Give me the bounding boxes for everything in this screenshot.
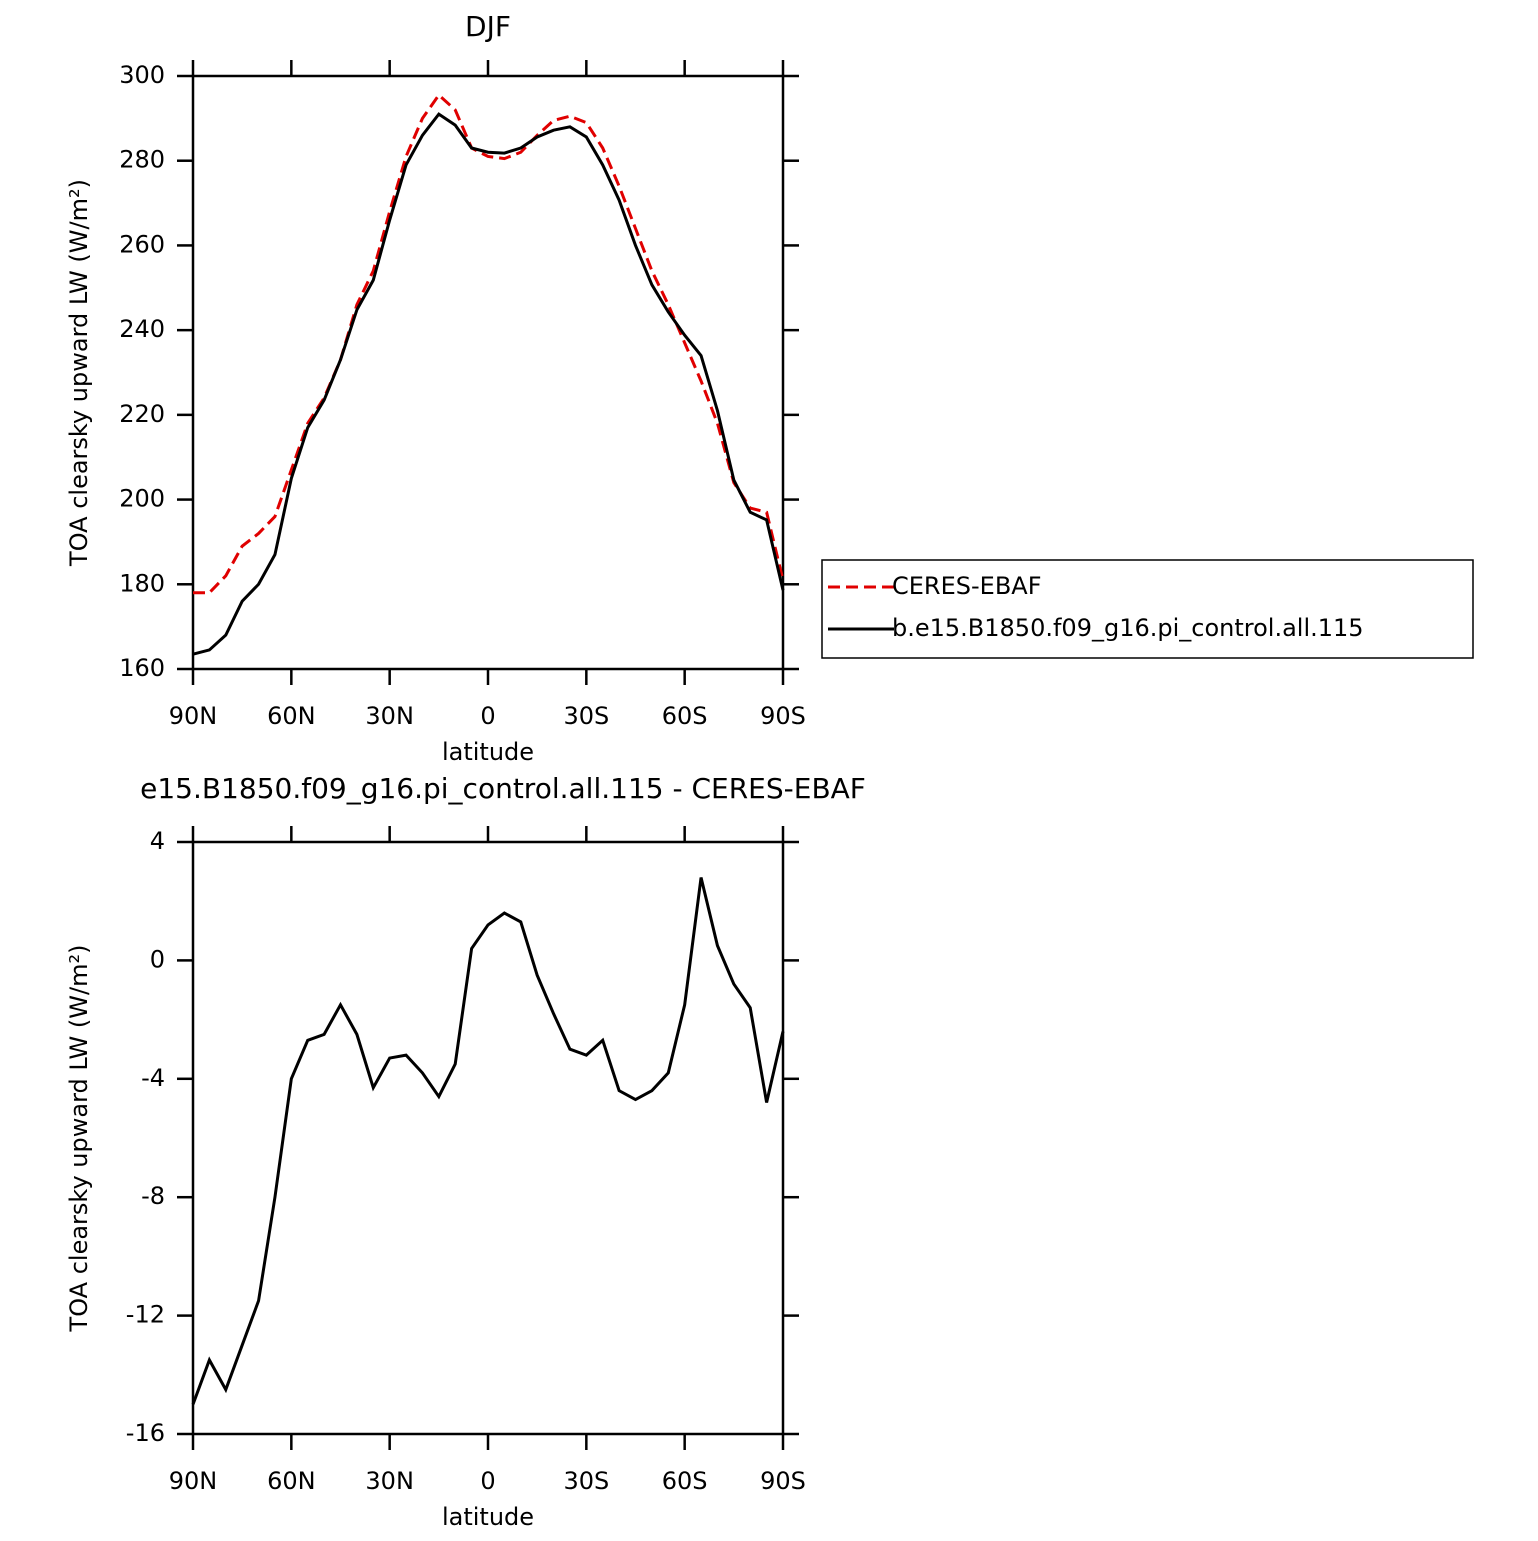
x-axis-label: latitude — [442, 1503, 534, 1531]
y-tick-label: 0 — [150, 945, 165, 973]
y-tick-label: 180 — [119, 569, 165, 597]
plot-frame — [191, 74, 785, 671]
y-axis-label: TOA clearsky upward LW (W/m²) — [65, 945, 93, 1333]
y-tick-label: 280 — [119, 146, 165, 174]
x-tick-label: 90S — [760, 1467, 806, 1495]
data-line — [192, 112, 785, 656]
x-tick-label: 30S — [563, 1467, 609, 1495]
y-tick-label: -12 — [126, 1301, 165, 1329]
x-tick-label: 60N — [267, 702, 316, 730]
y-tick-label: -8 — [141, 1182, 165, 1210]
x-tick-label: 60S — [662, 702, 708, 730]
x-tick-label: 30N — [365, 702, 414, 730]
y-tick-label: 300 — [119, 61, 165, 89]
legend-label: CERES-EBAF — [892, 572, 1042, 600]
x-tick-label: 0 — [480, 702, 495, 730]
y-tick-label: 220 — [119, 400, 165, 428]
legend-box — [821, 559, 1474, 659]
chart-title: DJF — [465, 10, 511, 43]
x-tick-label: 90N — [169, 702, 218, 730]
x-tick-label: 30S — [563, 702, 609, 730]
data-line — [193, 92, 785, 595]
x-tick-label: 60N — [267, 1467, 316, 1495]
chart-title: e15.B1850.f09_g16.pi_control.all.115 - C… — [140, 772, 866, 805]
x-tick-label: 60S — [662, 1467, 708, 1495]
y-tick-label: 160 — [119, 654, 165, 682]
legend-label: b.e15.B1850.f09_g16.pi_control.all.115 — [892, 614, 1364, 642]
x-tick-label: 30N — [365, 1467, 414, 1495]
x-tick-label: 90N — [169, 1467, 218, 1495]
y-tick-label: 260 — [119, 230, 165, 258]
data-line — [191, 877, 785, 1405]
y-tick-label: -16 — [126, 1419, 165, 1447]
x-tick-label: 90S — [760, 702, 806, 730]
y-axis-label: TOA clearsky upward LW (W/m²) — [65, 179, 93, 567]
y-tick-label: 200 — [119, 485, 165, 513]
y-tick-label: 4 — [150, 827, 165, 855]
y-tick-label: -4 — [141, 1064, 165, 1092]
x-axis-label: latitude — [442, 738, 534, 766]
y-tick-label: 240 — [119, 315, 165, 343]
x-tick-label: 0 — [480, 1467, 495, 1495]
